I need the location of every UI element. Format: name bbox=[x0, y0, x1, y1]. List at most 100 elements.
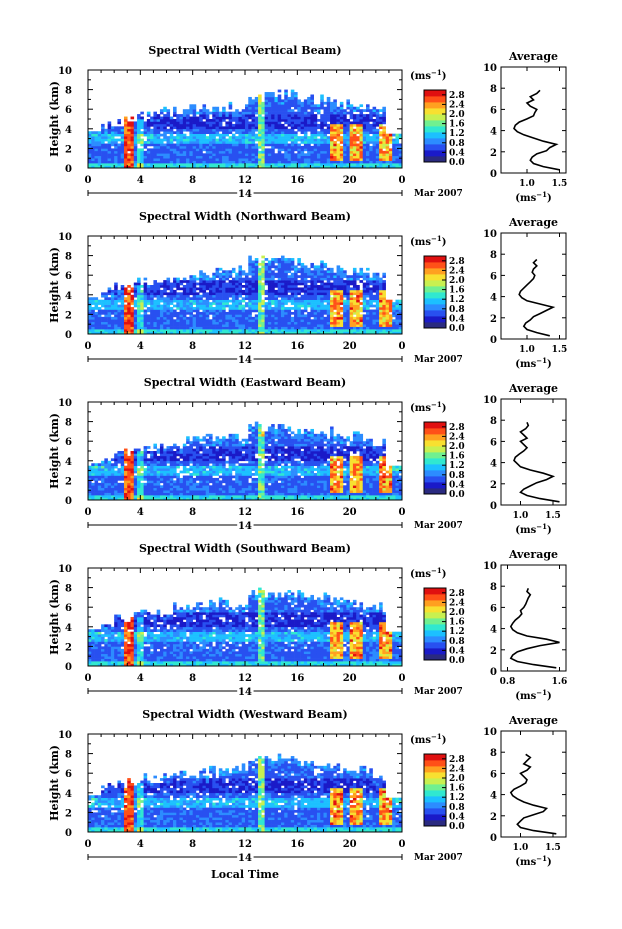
heatmap-cell bbox=[274, 143, 279, 147]
heatmap-cell bbox=[264, 116, 269, 120]
heatmap-cell bbox=[199, 158, 203, 161]
heatmap-cell bbox=[195, 158, 200, 161]
heatmap-cell bbox=[339, 141, 344, 144]
heatmap-cell bbox=[238, 270, 243, 274]
heatmap-cell bbox=[176, 316, 180, 320]
heatmap-cell bbox=[248, 294, 252, 298]
heatmap-cell bbox=[277, 99, 282, 103]
heatmap-cell bbox=[284, 163, 288, 166]
heatmap-cell bbox=[336, 114, 341, 117]
heatmap-cell bbox=[297, 319, 301, 323]
heatmap-cell bbox=[362, 158, 367, 161]
heatmap-cell bbox=[169, 324, 174, 327]
heatmap-cell bbox=[248, 111, 252, 115]
heatmap-cell bbox=[258, 96, 262, 100]
heatmap-cell bbox=[307, 128, 311, 132]
heatmap-cell bbox=[212, 319, 216, 323]
heatmap-cell bbox=[290, 121, 295, 125]
heatmap-cell bbox=[379, 292, 383, 296]
heatmap-cell bbox=[326, 138, 331, 142]
heatmap-cell bbox=[209, 150, 213, 154]
heatmap-cell bbox=[261, 106, 265, 110]
heatmap-cell bbox=[140, 292, 144, 296]
heatmap-cell bbox=[346, 329, 350, 332]
heatmap-cell bbox=[356, 329, 360, 332]
heatmap-cell bbox=[264, 265, 269, 269]
heatmap-cell bbox=[369, 314, 373, 318]
profile-x-tick-label: 1.5 bbox=[552, 345, 568, 355]
heatmap-cell bbox=[107, 463, 112, 466]
heatmap-cell bbox=[339, 299, 344, 303]
heatmap-cell bbox=[248, 155, 252, 159]
heatmap-cell bbox=[264, 150, 269, 154]
heatmap-cell bbox=[372, 148, 377, 152]
heatmap-cell bbox=[385, 324, 390, 327]
heatmap-cell bbox=[326, 311, 331, 315]
heatmap-cell bbox=[261, 101, 265, 105]
heatmap-cell bbox=[166, 316, 171, 320]
heatmap-cell bbox=[189, 275, 193, 278]
heatmap-cell bbox=[310, 104, 314, 108]
heatmap-cell bbox=[284, 262, 288, 266]
heatmap-cell bbox=[326, 109, 331, 112]
heatmap-cell bbox=[166, 109, 171, 112]
heatmap-cell bbox=[287, 145, 292, 149]
heatmap-cell bbox=[336, 292, 341, 296]
heatmap-cell bbox=[143, 143, 148, 147]
heatmap-cell bbox=[346, 153, 350, 157]
colorbar-tick-label: 2.0 bbox=[449, 110, 465, 120]
heatmap-cell bbox=[251, 324, 256, 327]
heatmap-cell bbox=[248, 277, 252, 281]
heatmap-cell bbox=[189, 148, 193, 152]
heatmap-cell bbox=[290, 128, 295, 132]
heatmap-cell bbox=[316, 106, 321, 110]
heatmap-cell bbox=[225, 121, 229, 125]
heatmap-cell bbox=[333, 165, 337, 169]
heatmap-cell bbox=[290, 292, 295, 296]
heatmap-cell bbox=[218, 143, 223, 147]
heatmap-cell bbox=[277, 275, 282, 278]
heatmap-cell bbox=[320, 136, 324, 139]
heatmap-cell bbox=[231, 150, 236, 154]
heatmap-cell bbox=[264, 101, 269, 105]
heatmap-cell bbox=[316, 267, 321, 271]
heatmap-cell bbox=[395, 136, 400, 139]
heatmap-cell bbox=[101, 329, 105, 332]
heatmap-cell bbox=[375, 285, 380, 288]
heatmap-cell bbox=[245, 148, 249, 152]
heatmap-cell bbox=[133, 455, 138, 459]
heatmap-cell bbox=[104, 487, 108, 491]
heatmap-cell bbox=[379, 145, 383, 149]
heatmap-cell bbox=[192, 145, 197, 149]
heatmap-cell bbox=[261, 275, 265, 278]
heatmap-cell bbox=[123, 482, 128, 486]
heatmap-cell bbox=[137, 277, 141, 281]
heatmap-cell bbox=[156, 150, 161, 154]
heatmap-cell bbox=[294, 145, 298, 149]
heatmap-cell bbox=[228, 121, 233, 125]
heatmap-cell bbox=[159, 294, 164, 298]
heatmap-cell bbox=[146, 121, 151, 125]
heatmap-cell bbox=[300, 302, 305, 305]
heatmap-cell bbox=[267, 297, 272, 300]
heatmap-cell bbox=[271, 141, 275, 144]
heatmap-cell bbox=[343, 131, 347, 134]
heatmap-cell bbox=[107, 492, 112, 496]
heatmap-cell bbox=[274, 265, 279, 269]
heatmap-cell bbox=[307, 153, 311, 157]
heatmap-cell bbox=[101, 490, 105, 493]
heatmap-cell bbox=[375, 324, 380, 327]
heatmap-cell bbox=[107, 153, 112, 157]
heatmap-cell bbox=[258, 106, 262, 110]
heatmap-cell bbox=[277, 123, 282, 127]
heatmap-cell bbox=[218, 126, 223, 130]
heatmap-cell bbox=[254, 260, 259, 264]
heatmap-cell bbox=[235, 109, 239, 112]
heatmap-cell bbox=[140, 150, 144, 154]
heatmap-cell bbox=[339, 309, 344, 313]
heatmap-cell bbox=[362, 116, 367, 120]
heatmap-cell bbox=[127, 128, 131, 132]
heatmap-cell bbox=[205, 114, 210, 117]
heatmap-cell bbox=[205, 304, 210, 308]
heatmap-cell bbox=[117, 495, 122, 498]
